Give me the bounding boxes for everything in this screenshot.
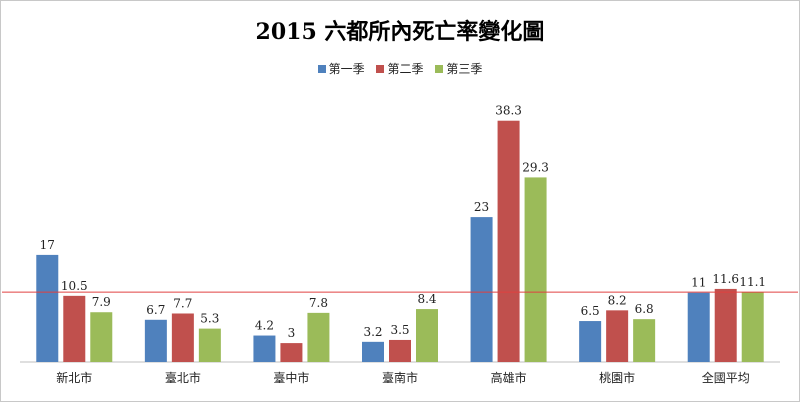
data-label: 6.5 xyxy=(581,304,600,318)
data-label: 17 xyxy=(40,238,55,252)
data-label: 38.3 xyxy=(495,104,522,118)
bar-2-1 xyxy=(63,295,86,362)
data-label: 3.2 xyxy=(363,325,382,339)
legend-swatch xyxy=(435,65,444,73)
bar-3-5 xyxy=(524,177,547,362)
data-label: 7.7 xyxy=(173,296,192,310)
bar-2-5 xyxy=(497,120,520,363)
bar-1-4 xyxy=(362,341,384,362)
bar-3-6 xyxy=(633,319,656,362)
bar-1-3 xyxy=(253,335,276,362)
data-label: 7.9 xyxy=(92,295,111,309)
data-label: 7.8 xyxy=(309,296,328,310)
x-tick-label: 桃園市 xyxy=(599,370,635,385)
bar-1-6 xyxy=(579,321,602,362)
x-tick-label: 臺南市 xyxy=(382,370,418,385)
data-label: 3.5 xyxy=(390,323,409,337)
legend-item-q1: 第一季 xyxy=(317,60,365,77)
data-label: 8.2 xyxy=(608,293,627,307)
data-label: 11.1 xyxy=(739,275,766,289)
bar-3-7 xyxy=(741,292,764,362)
legend-label: 第二季 xyxy=(387,62,424,76)
bar-2-6 xyxy=(606,310,629,362)
bar-3-1 xyxy=(90,312,113,362)
bar-1-5 xyxy=(470,217,493,362)
data-label: 10.5 xyxy=(61,279,88,293)
bar-3-3 xyxy=(307,312,330,362)
x-tick-label: 臺北市 xyxy=(165,370,201,385)
data-label: 8.4 xyxy=(417,292,436,306)
data-label: 23 xyxy=(474,200,489,214)
data-label: 3 xyxy=(288,326,296,340)
bar-1-2 xyxy=(144,319,167,362)
bar-3-4 xyxy=(416,309,438,362)
legend-item-q2: 第二季 xyxy=(376,60,424,77)
chart-title: 2015 六都所內死亡率變化圖 xyxy=(255,19,545,45)
bar-2-7 xyxy=(714,288,737,362)
bar-2-4 xyxy=(389,339,411,362)
bar-2-2 xyxy=(171,313,194,362)
x-tick-label: 臺中市 xyxy=(273,370,309,385)
data-label: 4.2 xyxy=(255,319,274,333)
legend-label: 第三季 xyxy=(446,62,483,76)
legend-swatch xyxy=(317,65,326,73)
legend-swatch xyxy=(376,65,385,73)
x-tick-label: 高雄市 xyxy=(491,370,527,385)
x-tick-label: 全國平均 xyxy=(702,370,750,385)
data-label: 29.3 xyxy=(522,160,549,174)
legend-item-q3: 第三季 xyxy=(435,60,482,77)
data-label: 11 xyxy=(691,276,706,290)
x-tick-label: 新北市 xyxy=(56,370,92,385)
bar-3-2 xyxy=(198,328,221,362)
bar-1-1 xyxy=(36,254,59,362)
data-label: 5.3 xyxy=(200,312,219,326)
legend-label: 第一季 xyxy=(328,62,365,76)
data-label: 11.6 xyxy=(712,272,739,286)
data-label: 6.8 xyxy=(635,302,654,316)
bar-2-3 xyxy=(280,343,303,362)
bar-1-7 xyxy=(687,292,710,362)
chart-legend: 第一季 第二季 第三季 xyxy=(0,60,800,77)
data-label: 6.7 xyxy=(146,303,165,317)
